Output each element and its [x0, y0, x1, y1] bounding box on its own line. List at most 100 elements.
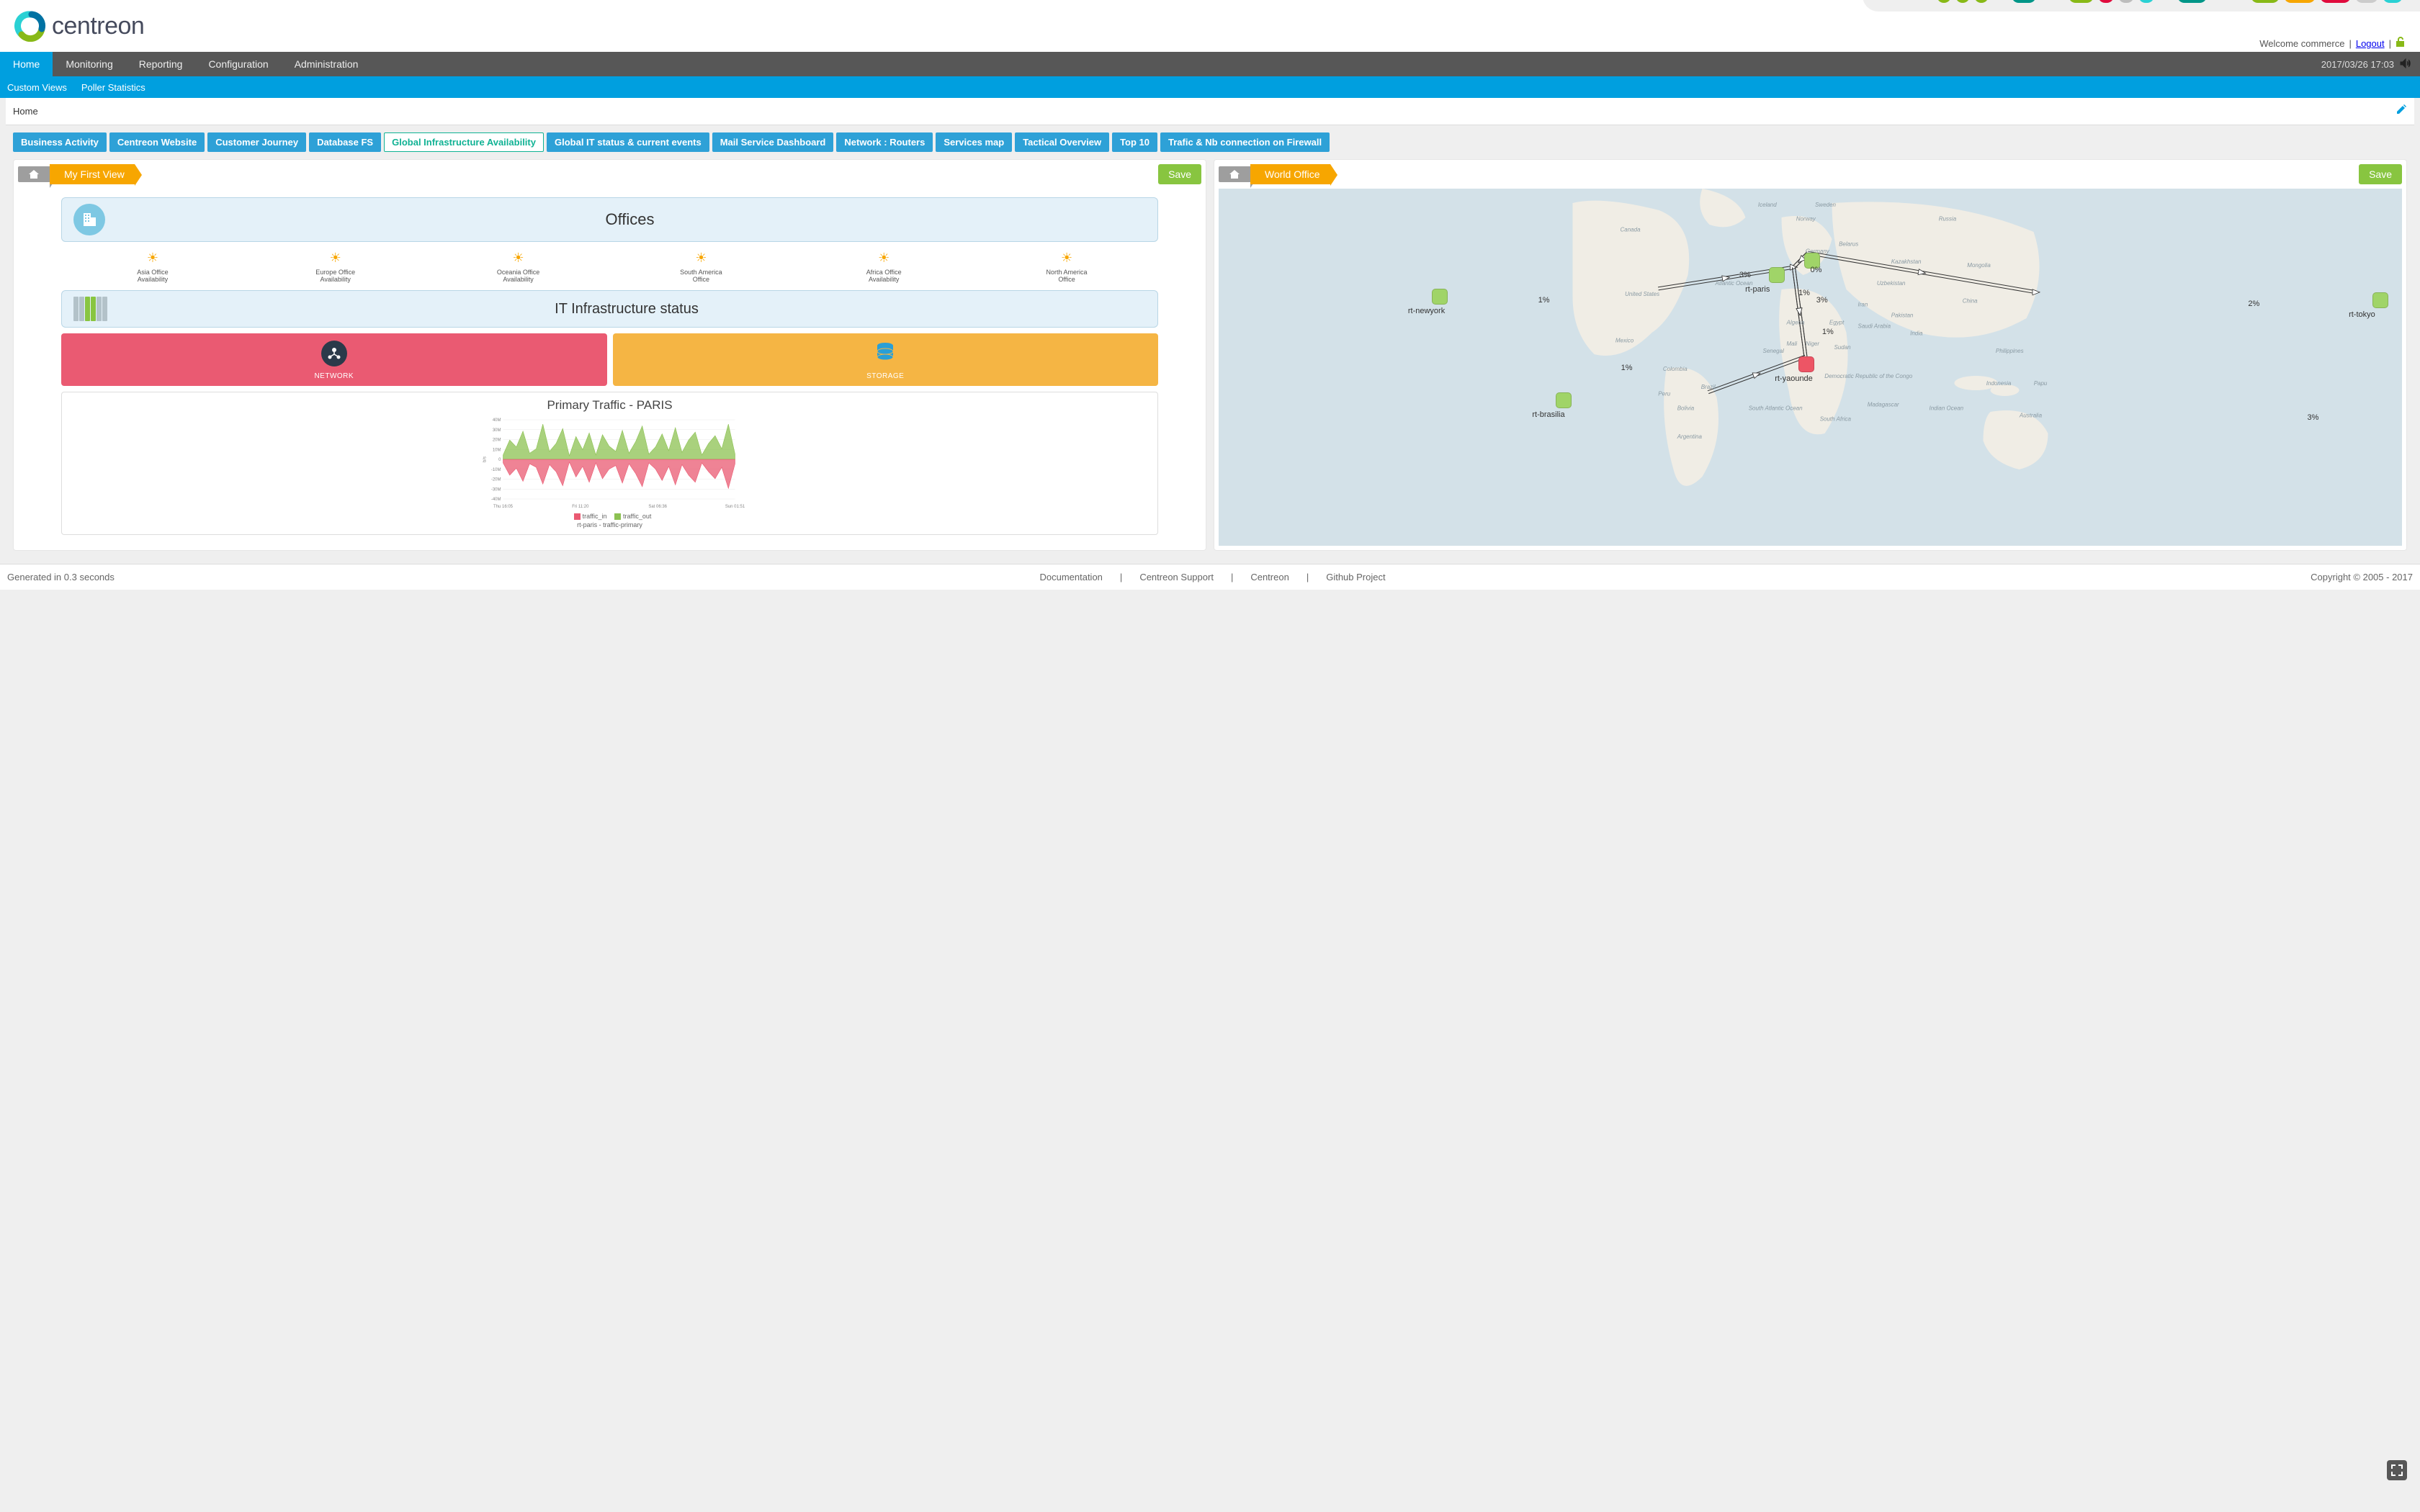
panel-title: My First View [50, 164, 135, 184]
nav-reporting[interactable]: Reporting [126, 52, 196, 76]
view-tab[interactable]: Centreon Website [109, 132, 205, 152]
panel-world-office: World Office Save IcelandSwedenNorwayRus… [1214, 159, 2407, 551]
hosts-total-pill[interactable]: 146 [2012, 0, 2036, 3]
sun-icon: ☀ [314, 251, 357, 266]
network-tile[interactable]: NETWORK [61, 333, 607, 386]
view-tab[interactable]: Top 10 [1112, 132, 1157, 152]
svg-text:-30M: -30M [491, 487, 501, 492]
welcome-line: Welcome commerce | Logout | [2259, 36, 2406, 51]
logout-link[interactable]: Logout [2356, 38, 2385, 49]
office-item[interactable]: ☀South America Office [679, 251, 722, 283]
services-unknown-pill[interactable]: 0/0 [2355, 0, 2378, 3]
view-tab[interactable]: Network : Routers [836, 132, 933, 152]
view-tab[interactable]: Business Activity [13, 132, 107, 152]
panel-home-chip-right[interactable] [1219, 166, 1250, 182]
map-edge-pct: 1% [1538, 296, 1550, 305]
svg-text:Thu 16:05: Thu 16:05 [493, 505, 514, 509]
services-total-pill[interactable]: 1408 [2177, 0, 2206, 3]
map-node-label: rt-tokyo [2349, 310, 2375, 319]
fullscreen-icon[interactable] [2387, 1460, 2407, 1480]
footer-link[interactable]: Github Project [1326, 572, 1385, 582]
view-tab[interactable]: Trafic & Nb connection on Firewall [1160, 132, 1330, 152]
office-item[interactable]: ☀Asia Office Availability [131, 251, 174, 283]
footer-link[interactable]: Documentation [1039, 572, 1102, 582]
map-node-rt-brasilia[interactable] [1556, 392, 1572, 408]
view-tab[interactable]: Database FS [309, 132, 381, 152]
map-node-rt-tokyo[interactable] [2372, 292, 2388, 308]
services-warning-pill[interactable]: 15/15 [2284, 0, 2316, 3]
map-edge-pct: 1% [1621, 364, 1633, 372]
view-tab[interactable]: Tactical Overview [1015, 132, 1109, 152]
nav-monitoring[interactable]: Monitoring [53, 52, 125, 76]
map-node-rt-paris[interactable] [1769, 267, 1785, 283]
network-icon [321, 341, 347, 366]
view-tab[interactable]: Services map [936, 132, 1012, 152]
map-edge-pct: 1% [1798, 289, 1810, 297]
services-pending-pill[interactable]: 25 [2383, 0, 2403, 3]
office-item[interactable]: ☀North America Office [1045, 251, 1088, 283]
view-tab[interactable]: Customer Journey [207, 132, 306, 152]
nav-home[interactable]: Home [0, 52, 53, 76]
footer-link[interactable]: Centreon Support [1139, 572, 1214, 582]
sun-icon: ☀ [679, 251, 722, 266]
hosts-up-pill[interactable]: 146 [2069, 0, 2093, 3]
sub-nav: Custom Views Poller Statistics [0, 76, 2420, 98]
office-item[interactable]: ☀Europe Office Availability [314, 251, 357, 283]
svg-text:Bolivia: Bolivia [1677, 405, 1695, 412]
svg-text:Argentina: Argentina [1677, 433, 1703, 440]
breadcrumb: Home [13, 106, 38, 117]
footer-copyright: Copyright © 2005 - 2017 [2311, 572, 2413, 582]
svg-text:Canada: Canada [1621, 227, 1641, 233]
legend-traffic-out: traffic_out [623, 513, 651, 520]
services-group: 1408 Services 1353 15/15 15/15 0/0 25 [2177, 0, 2403, 3]
svg-text:Philippines: Philippines [1996, 348, 2024, 354]
poller-clock-icon[interactable] [1937, 0, 1951, 3]
svg-text:Niger: Niger [1806, 341, 1819, 347]
svg-text:30M: 30M [493, 428, 501, 433]
hosts-unreachable-pill[interactable]: 0 [2118, 0, 2134, 3]
edit-pencil-icon[interactable] [2396, 104, 2407, 119]
unlock-icon[interactable] [2396, 36, 2406, 51]
hosts-pending-pill[interactable]: 0 [2138, 0, 2154, 3]
view-tab[interactable]: Mail Service Dashboard [712, 132, 834, 152]
svg-text:Belarus: Belarus [1839, 240, 1858, 247]
map-node-rt-newyork[interactable] [1432, 289, 1448, 305]
office-item[interactable]: ☀Africa Office Availability [862, 251, 905, 283]
storage-tile[interactable]: STORAGE [613, 333, 1159, 386]
panel-home-chip[interactable] [18, 166, 50, 182]
sun-icon: ☀ [862, 251, 905, 266]
services-ok-pill[interactable]: 1353 [2251, 0, 2280, 3]
world-map[interactable]: IcelandSwedenNorwayRussiaCanadaBelarusGe… [1219, 189, 2402, 546]
svg-text:Mexico: Mexico [1615, 337, 1634, 343]
nav-configuration[interactable]: Configuration [195, 52, 281, 76]
svg-text:Norway: Norway [1796, 216, 1816, 222]
map-node-rt-yaounde[interactable] [1798, 356, 1814, 372]
svg-text:South Atlantic Ocean: South Atlantic Ocean [1749, 405, 1803, 412]
subnav-poller-statistics[interactable]: Poller Statistics [81, 82, 145, 93]
offices-header-box[interactable]: Offices [61, 197, 1158, 242]
poller-database-icon[interactable] [1974, 0, 1989, 3]
svg-text:b/s: b/s [483, 456, 488, 462]
footer-generated: Generated in 0.3 seconds [7, 572, 115, 582]
subnav-custom-views[interactable]: Custom Views [7, 82, 67, 93]
svg-text:China: China [1963, 298, 1978, 305]
office-item[interactable]: ☀Oceania Office Availability [497, 251, 540, 283]
sound-icon[interactable] [2400, 58, 2411, 71]
legend-traffic-in: traffic_in [583, 513, 607, 520]
infra-header-box[interactable]: IT Infrastructure status [61, 290, 1158, 328]
svg-text:Iceland: Iceland [1758, 202, 1777, 208]
svg-text:India: India [1910, 330, 1923, 336]
hosts-label: Hosts [2040, 0, 2064, 1]
nav-administration[interactable]: Administration [282, 52, 372, 76]
poller-mail-icon[interactable] [1955, 0, 1970, 3]
footer-link[interactable]: Centreon [1250, 572, 1289, 582]
sun-icon: ☀ [1045, 251, 1088, 266]
view-tab[interactable]: Global IT status & current events [547, 132, 709, 152]
view-tab[interactable]: Global Infrastructure Availability [384, 132, 544, 152]
svg-text:-40M: -40M [491, 498, 501, 502]
svg-text:United States: United States [1625, 291, 1659, 297]
save-button-right[interactable]: Save [2359, 164, 2402, 184]
hosts-down-pill[interactable]: 0 [2098, 0, 2114, 3]
save-button-left[interactable]: Save [1158, 164, 1201, 184]
services-critical-pill[interactable]: 15/15 [2320, 0, 2352, 3]
